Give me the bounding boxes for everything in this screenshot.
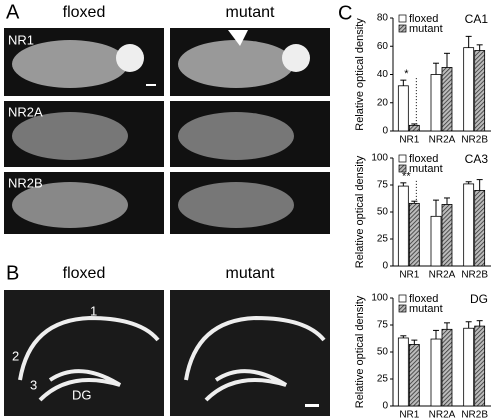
region-label: 2 — [12, 348, 19, 363]
y-tick-label: 25 — [377, 374, 389, 385]
legend-swatch — [398, 304, 407, 313]
x-tick-label: NR1 — [399, 135, 419, 146]
legend-label: mutant — [409, 23, 443, 35]
region-label: 1 — [90, 303, 97, 318]
legend-label: floxed — [409, 13, 438, 25]
bar — [397, 337, 409, 407]
bar — [430, 74, 442, 132]
bar — [397, 85, 409, 132]
bar — [441, 204, 453, 267]
legend-swatch — [398, 164, 407, 173]
x-tick-label: NR2A — [429, 410, 456, 420]
y-tick-label: 25 — [377, 234, 389, 245]
bar — [430, 338, 442, 407]
y-tick-label: 50 — [377, 347, 389, 358]
legend-swatch — [398, 14, 407, 23]
y-tick-label: 50 — [377, 207, 389, 218]
panel-letter: A — [6, 1, 20, 23]
row-label: NR2A — [8, 104, 43, 119]
x-tick-label: NR1 — [399, 270, 419, 281]
y-tick-label: 100 — [371, 153, 388, 164]
panel-letter: B — [6, 262, 19, 284]
row-label: NR1 — [8, 32, 34, 47]
legend-label: mutant — [409, 303, 443, 315]
y-tick-label: 60 — [377, 41, 389, 52]
bar — [463, 47, 475, 132]
column-label: mutant — [226, 265, 275, 282]
column-label: mutant — [226, 4, 275, 21]
x-tick-label: NR2B — [461, 410, 488, 420]
y-axis-label: Relative optical density — [354, 155, 366, 268]
bar — [441, 67, 453, 132]
bar — [397, 185, 409, 267]
legend-label: mutant — [409, 163, 443, 175]
bar — [408, 124, 420, 132]
y-tick-label: 0 — [382, 126, 388, 137]
micrographs-a — [4, 28, 330, 234]
legend-label: floxed — [409, 293, 438, 305]
bar — [474, 189, 486, 267]
legend-swatch — [398, 24, 407, 33]
y-tick-label: 100 — [371, 293, 388, 304]
significance: ** — [402, 171, 411, 183]
bar — [441, 328, 453, 407]
y-axis-label: Relative optical density — [354, 18, 366, 131]
bar — [430, 215, 442, 267]
x-tick-label: NR2B — [461, 270, 488, 281]
legend-label: floxed — [409, 153, 438, 165]
bar — [463, 183, 475, 267]
chart-title: CA3 — [465, 152, 489, 166]
region-label: 3 — [30, 377, 37, 392]
chart-title: CA1 — [465, 12, 489, 26]
y-tick-label: 75 — [377, 320, 389, 331]
y-axis-label: Relative optical density — [354, 295, 366, 408]
region-label: DG — [72, 387, 92, 402]
bar — [474, 50, 486, 132]
x-tick-label: NR2B — [461, 135, 488, 146]
y-tick-label: 0 — [382, 261, 388, 272]
column-label: floxed — [63, 265, 106, 282]
micrographs-b — [4, 290, 330, 416]
x-tick-label: NR2A — [429, 135, 456, 146]
y-tick-label: 0 — [382, 401, 388, 412]
y-tick-label: 20 — [377, 97, 389, 108]
x-tick-label: NR2A — [429, 270, 456, 281]
row-label: NR2B — [8, 175, 43, 190]
legend-swatch — [398, 154, 407, 163]
y-tick-label: 40 — [377, 69, 389, 80]
bar — [463, 327, 475, 407]
bar — [408, 202, 420, 267]
column-label: floxed — [63, 4, 106, 21]
bar — [408, 344, 420, 407]
x-tick-label: NR1 — [399, 410, 419, 420]
y-tick-label: 80 — [377, 13, 389, 24]
legend-swatch — [398, 294, 407, 303]
panel-letter: C — [338, 2, 352, 24]
chart-title: DG — [470, 292, 488, 306]
significance: * — [404, 68, 409, 80]
bar — [474, 325, 486, 407]
y-tick-label: 75 — [377, 180, 389, 191]
